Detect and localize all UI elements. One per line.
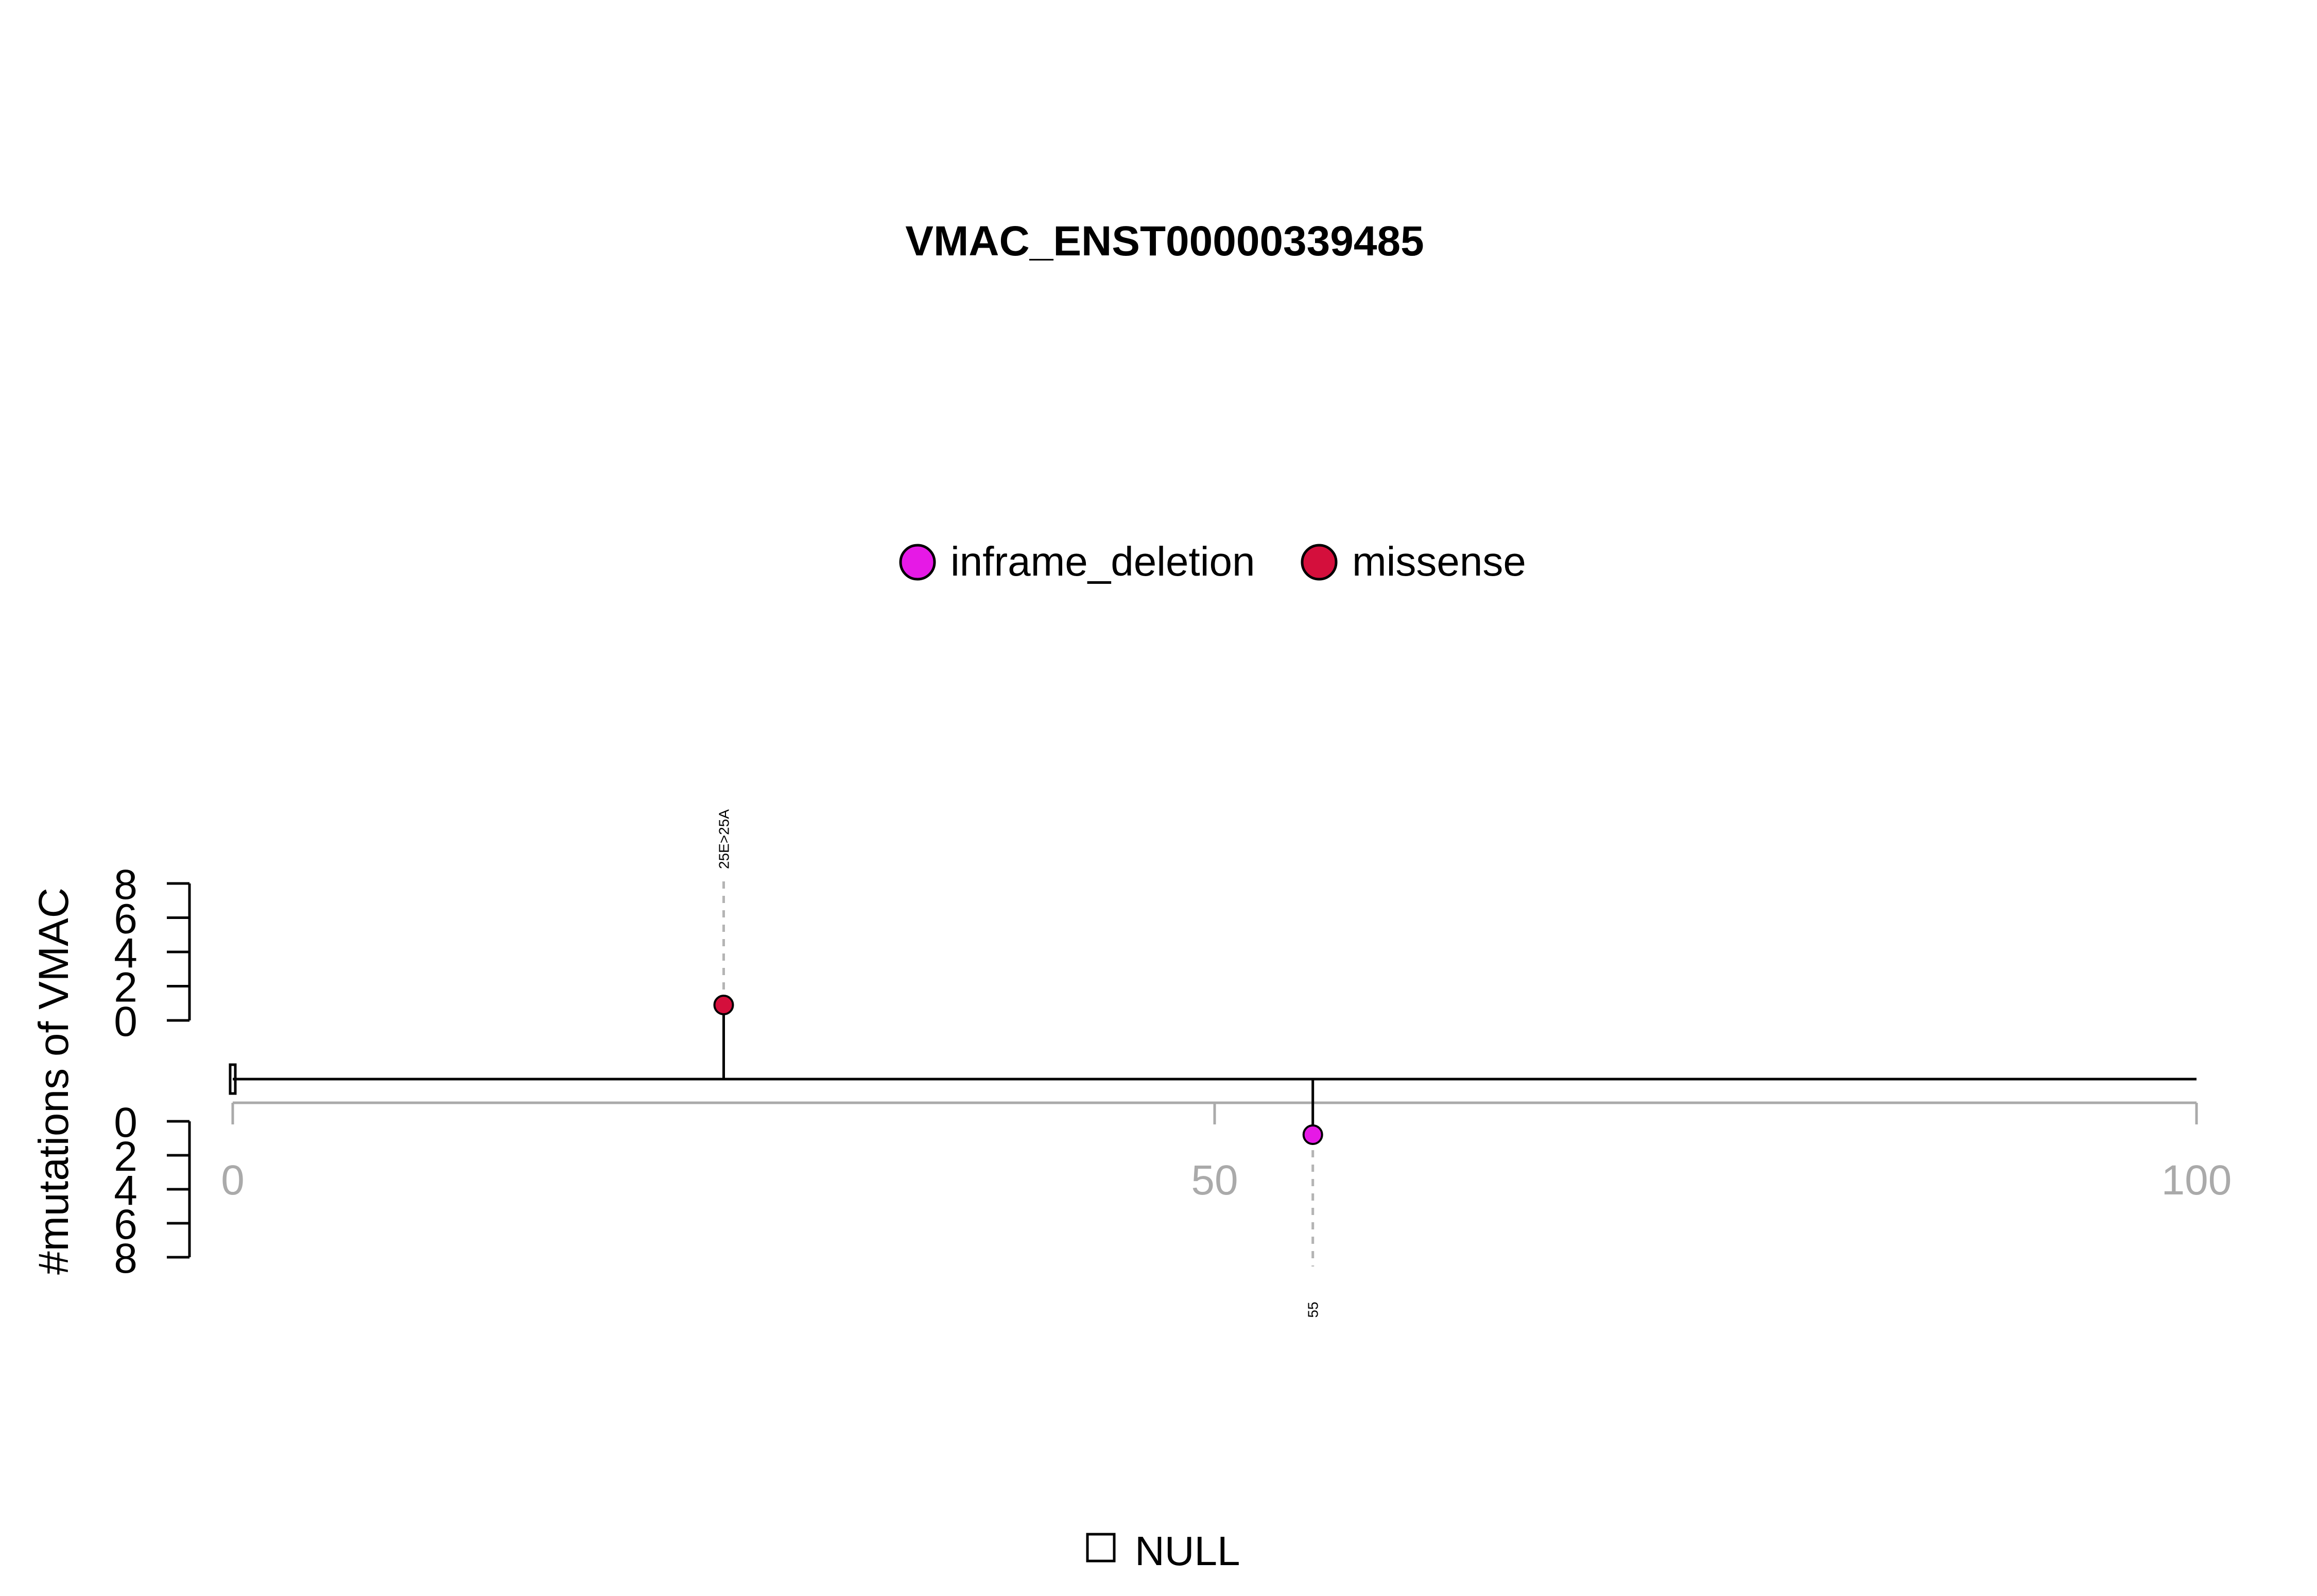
y-tick-label-bottom: 8	[114, 1235, 137, 1282]
y-tick-label-bottom: 4	[114, 1167, 137, 1214]
x-tick-label: 50	[1191, 1157, 1238, 1204]
y-tick-label-top: 8	[114, 861, 137, 908]
y-axis-label: #mutations of VMAC	[30, 888, 77, 1275]
legend-label-missense: missense	[1352, 539, 1526, 584]
y-tick-label-top: 2	[114, 964, 137, 1011]
mutation-point	[1302, 1124, 1323, 1145]
y-tick-label-bottom: 6	[114, 1201, 137, 1248]
domain-legend: NULL	[1086, 1528, 1240, 1574]
y-tick-label-top: 6	[114, 896, 137, 943]
mutations: 25E>25A 55	[713, 809, 1323, 1318]
y-tick-label-top: 4	[114, 930, 137, 977]
legend: inframe_deletion missense	[899, 539, 1526, 584]
mutation-missense: 25E>25A	[713, 809, 734, 1079]
mutation-point	[713, 995, 734, 1015]
chart-title: VMAC_ENST00000339485	[905, 218, 1424, 265]
y-tick-label-bottom: 0	[114, 1099, 137, 1146]
domain-legend-label: NULL	[1135, 1528, 1240, 1574]
x-axis: 0 50 100	[221, 1101, 2232, 1204]
legend-marker-missense	[1301, 544, 1338, 581]
y-tick-label-top: 0	[114, 998, 137, 1045]
domain-legend-box	[1086, 1533, 1116, 1563]
x-tick-label: 100	[2162, 1157, 2232, 1204]
mutation-label: 25E>25A	[716, 809, 732, 869]
mutation-label: 55	[1305, 1302, 1321, 1317]
legend-label-inframe-deletion: inframe_deletion	[950, 539, 1255, 584]
x-tick-label: 0	[221, 1157, 245, 1204]
y-tick-label-bottom: 2	[114, 1133, 137, 1180]
mutation-inframe-deletion: 55	[1302, 1079, 1323, 1318]
legend-marker-inframe-deletion	[899, 544, 936, 581]
